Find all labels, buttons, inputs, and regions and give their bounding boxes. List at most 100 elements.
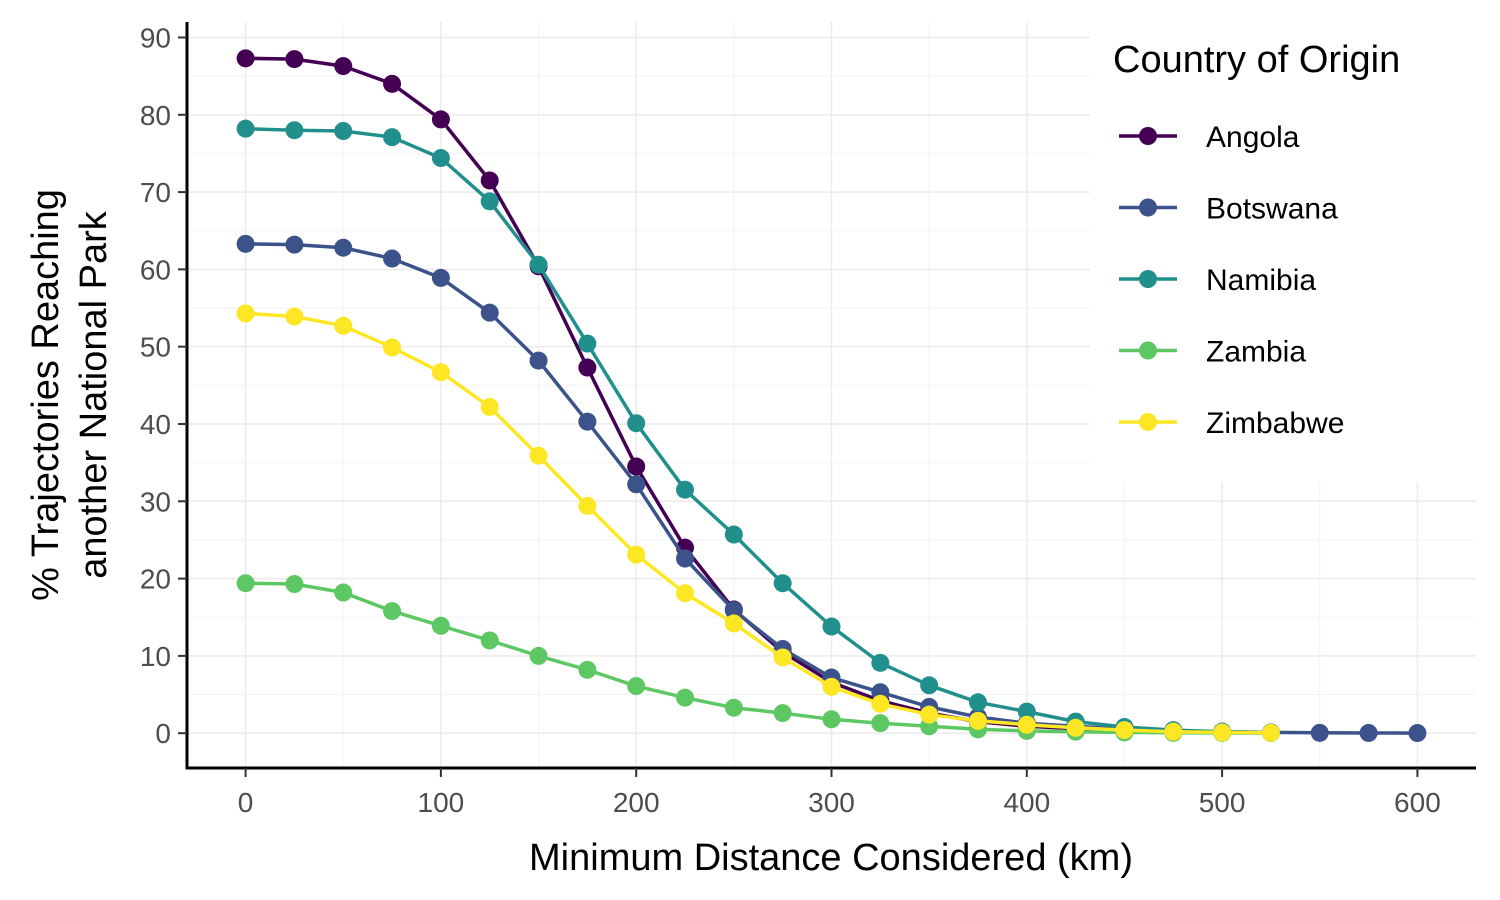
legend-label: Namibia [1206,264,1316,297]
data-point-zimbabwe [773,648,792,667]
x-tick-label: 600 [1394,787,1441,818]
legend-item-namibia: Namibia [1119,264,1316,297]
data-point-zambia [236,574,255,593]
data-point-zambia [529,646,548,665]
data-point-zimbabwe [1066,718,1085,737]
data-point-zimbabwe [480,397,499,416]
data-point-botswana [627,475,646,494]
data-point-namibia [334,122,353,141]
data-point-zimbabwe [1017,715,1036,734]
y-tick-label: 70 [140,177,171,208]
data-point-zimbabwe [431,363,450,382]
data-point-zimbabwe [968,711,987,730]
data-point-namibia [676,480,695,499]
data-point-zambia [724,698,743,717]
legend-key-point [1139,270,1157,288]
legend-key-point [1139,413,1157,431]
series-line-zimbabwe [245,311,1271,735]
data-point-zimbabwe [334,316,353,335]
data-point-zimbabwe [578,496,597,515]
data-point-zimbabwe [1115,721,1134,740]
data-point-zambia [822,710,841,729]
data-point-zimbabwe [676,584,695,603]
series-line-namibia [245,126,1271,735]
x-tick-label: 400 [1003,787,1050,818]
data-point-zimbabwe [236,304,255,323]
data-point-angola [236,49,255,68]
legend-title: Country of Origin [1113,39,1400,81]
data-point-botswana [431,268,450,287]
data-point-namibia [1017,702,1036,721]
data-point-botswana [334,238,353,257]
legend-item-angola: Angola [1119,121,1300,154]
y-tick-label: 90 [140,22,171,53]
series-zimbabwe [236,304,1280,742]
data-point-zimbabwe [627,545,646,564]
data-point-angola [578,358,597,377]
data-point-zambia [285,575,304,594]
series-zambia [236,574,1280,743]
y-tick-label: 50 [140,332,171,363]
data-point-botswana [1310,723,1329,742]
data-point-botswana [676,549,695,568]
legend-label: Zimbabwe [1206,407,1344,440]
data-point-namibia [578,334,597,353]
legend-item-botswana: Botswana [1119,193,1338,226]
data-point-botswana [480,303,499,322]
data-point-zambia [431,616,450,635]
data-point-namibia [529,255,548,274]
data-point-zimbabwe [724,614,743,633]
y-tick-label: 30 [140,486,171,517]
data-point-zambia [480,631,499,650]
x-tick-label: 0 [238,787,254,818]
data-point-zimbabwe [529,446,548,465]
legend-label: Zambia [1206,336,1306,369]
data-point-botswana [578,412,597,431]
data-point-zimbabwe [822,677,841,696]
series-layer [236,49,1427,743]
legend-key-point [1139,341,1157,360]
data-point-angola [627,457,646,476]
data-point-angola [334,57,353,76]
legend-key-point [1139,198,1157,217]
data-point-angola [383,74,402,93]
data-point-namibia [822,617,841,636]
data-point-namibia [920,676,939,695]
axes: 0 10 20 30 40 50 60 70 80 90 0 100 200 300 400 500 600 [140,22,1476,818]
y-axis-title-line-2: another National Park [73,210,115,579]
y-tick-label: 80 [140,100,171,131]
y-tick-label: 10 [140,641,171,672]
data-point-zimbabwe [1213,723,1232,742]
data-point-botswana [1359,723,1378,742]
data-point-namibia [480,192,499,211]
data-point-namibia [871,653,890,672]
y-tick-label: 0 [155,718,171,749]
data-point-namibia [724,525,743,544]
data-point-zambia [334,583,353,602]
x-tick-label: 500 [1199,787,1246,818]
data-point-zimbabwe [285,307,304,326]
data-point-botswana [236,234,255,253]
data-point-namibia [773,574,792,593]
data-point-angola [285,50,304,69]
data-point-namibia [285,121,304,140]
x-axis-title: Minimum Distance Considered (km) [529,837,1133,879]
legend-item-zambia: Zambia [1119,336,1306,369]
data-point-namibia [236,119,255,138]
y-axis-title: % Trajectories Reaching another National… [25,189,115,601]
data-point-zambia [676,688,695,707]
data-point-zambia [578,660,597,679]
x-tick-label: 200 [613,787,660,818]
data-point-zimbabwe [1261,723,1280,742]
data-point-botswana [529,351,548,370]
y-tick-label: 40 [140,409,171,440]
series-line-zambia [245,581,1271,735]
y-axis-title-line-1: % Trajectories Reaching [25,189,67,601]
y-tick-label: 20 [140,564,171,595]
x-tick-label: 100 [418,787,465,818]
data-point-namibia [431,149,450,168]
data-point-zimbabwe [1164,722,1183,741]
data-point-zambia [773,704,792,723]
legend-label: Angola [1206,121,1300,154]
